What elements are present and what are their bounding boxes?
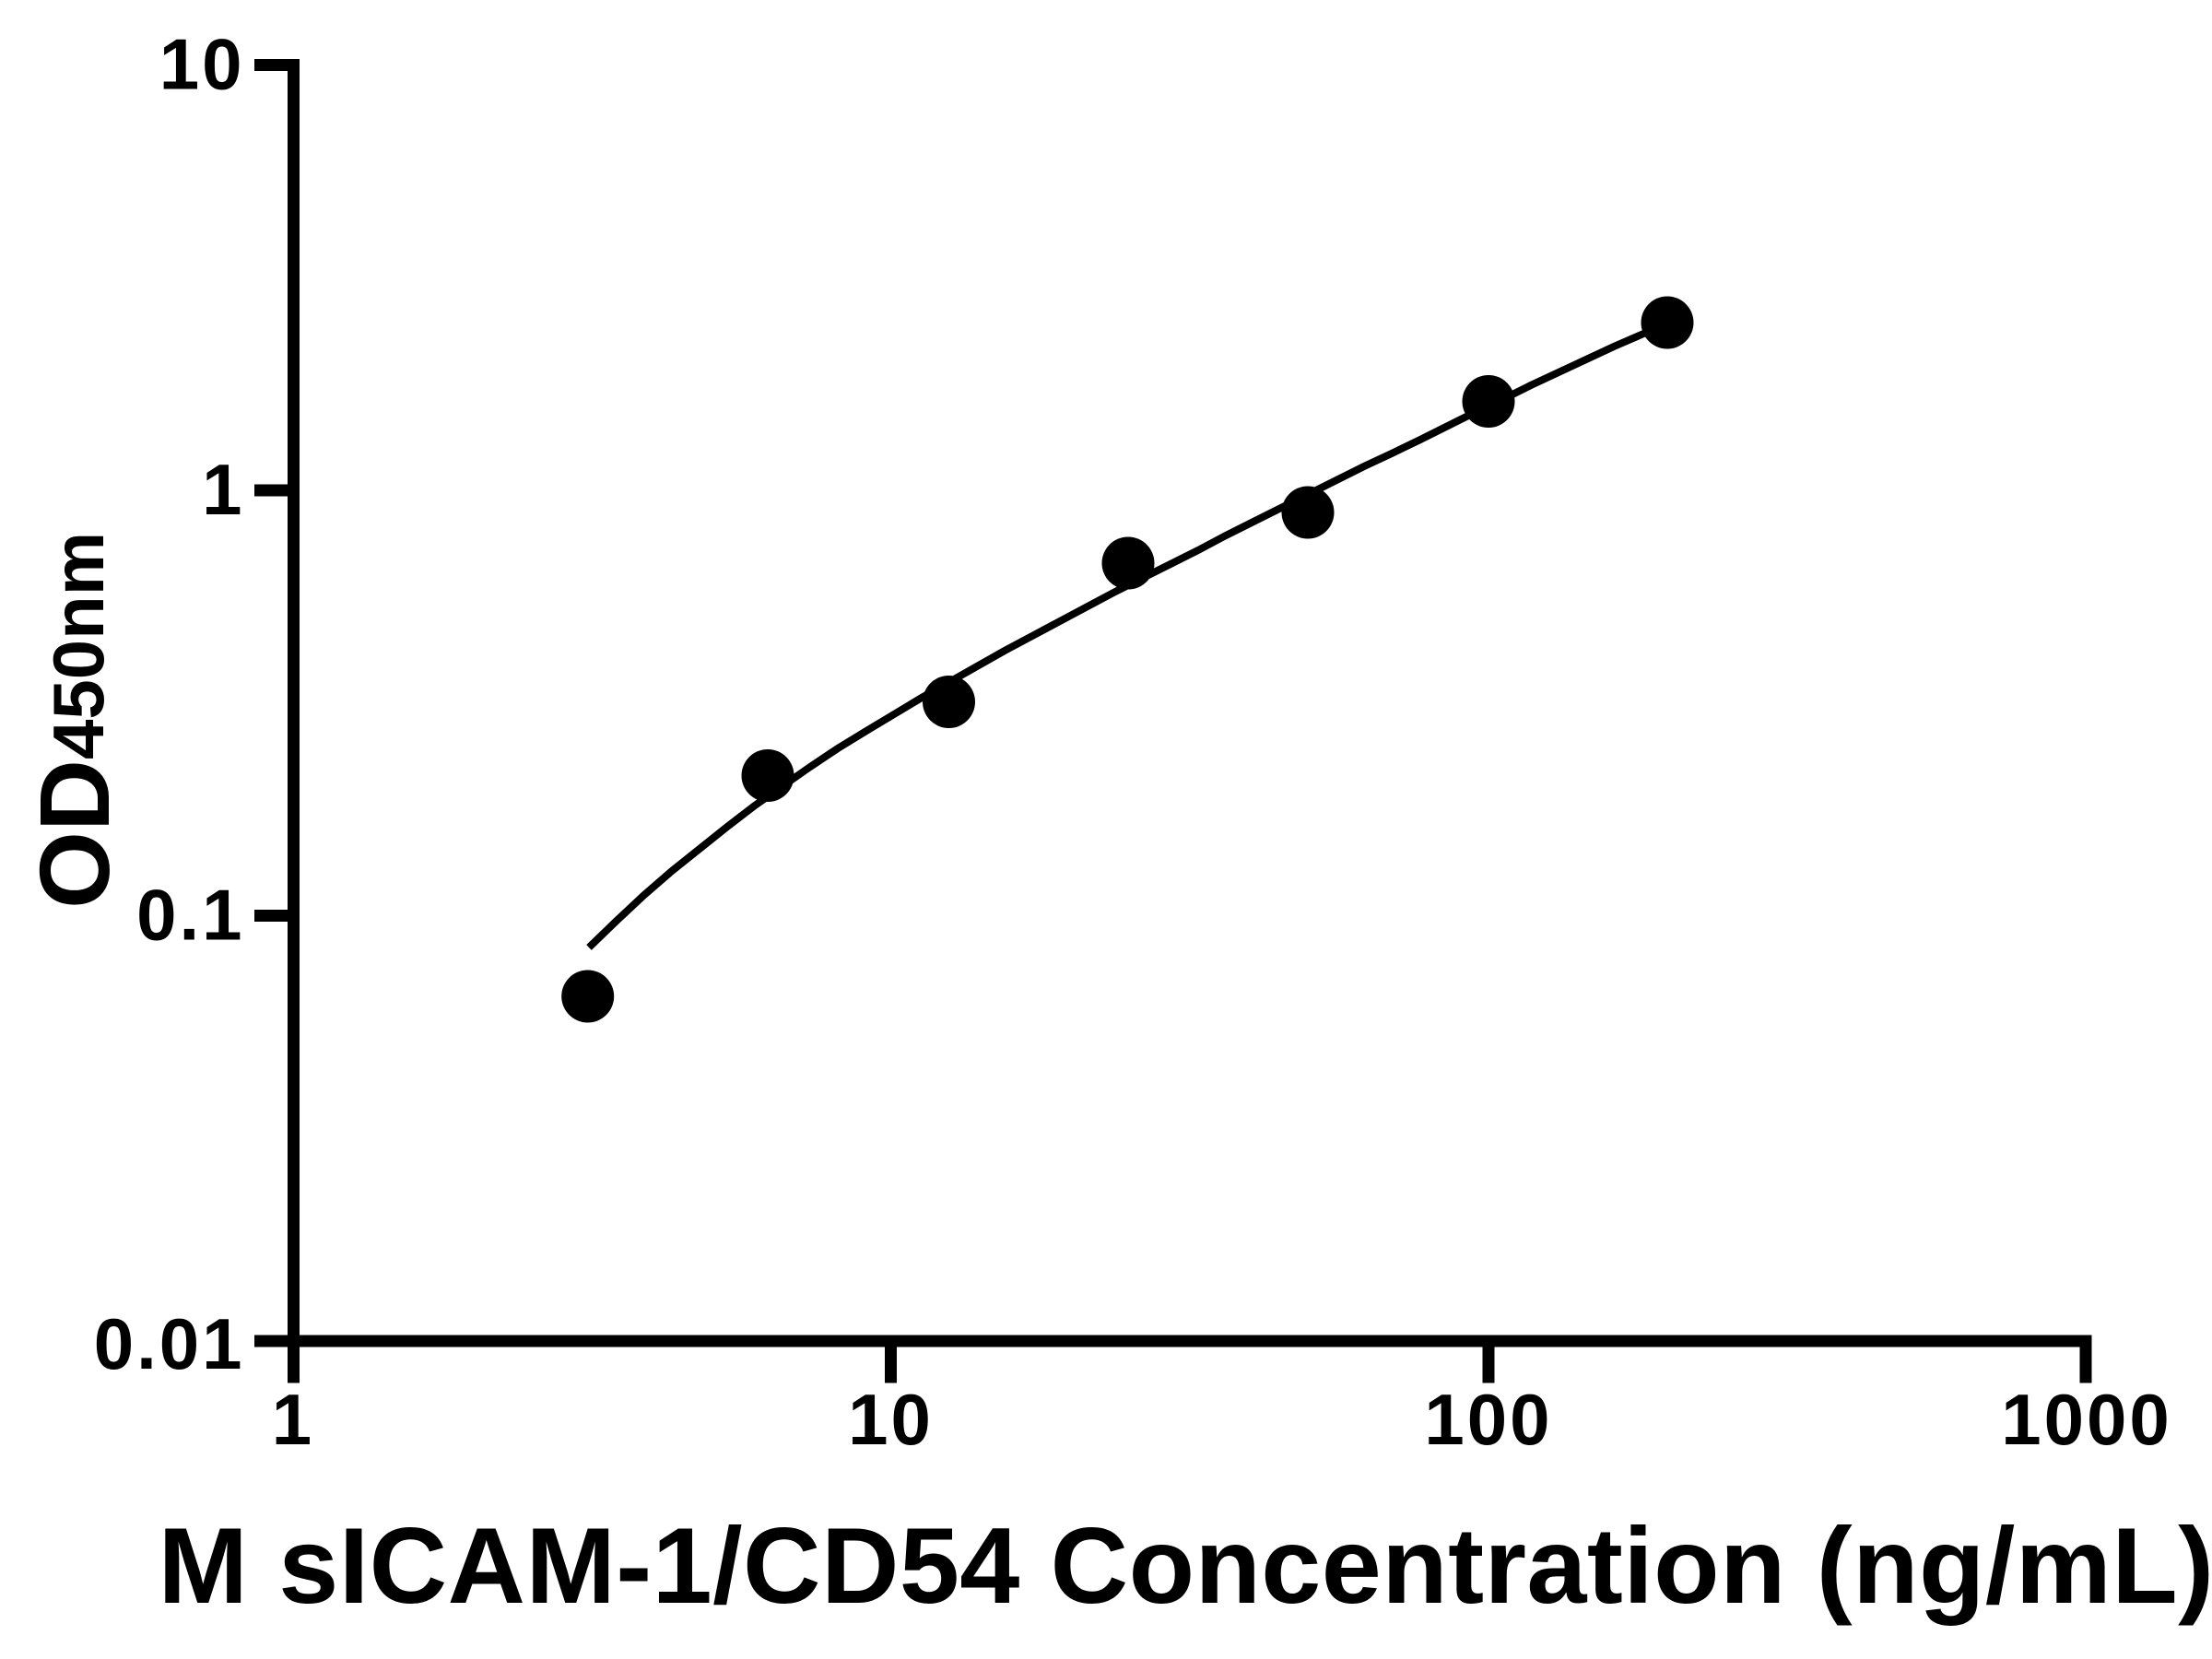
svg-text:100: 100 — [1424, 1379, 1552, 1460]
svg-text:1: 1 — [272, 1379, 314, 1460]
svg-text:OD450nm: OD450nm — [18, 532, 130, 909]
svg-text:0.1: 0.1 — [136, 875, 244, 956]
svg-text:10: 10 — [159, 24, 245, 105]
svg-text:10: 10 — [848, 1379, 934, 1460]
svg-text:M sICAM-1/CD54 Concentration (: M sICAM-1/CD54 Concentration (ng/mL) — [159, 1505, 2212, 1626]
svg-text:1: 1 — [202, 449, 244, 530]
svg-text:0.01: 0.01 — [94, 1303, 245, 1384]
svg-text:1000: 1000 — [2001, 1379, 2172, 1460]
